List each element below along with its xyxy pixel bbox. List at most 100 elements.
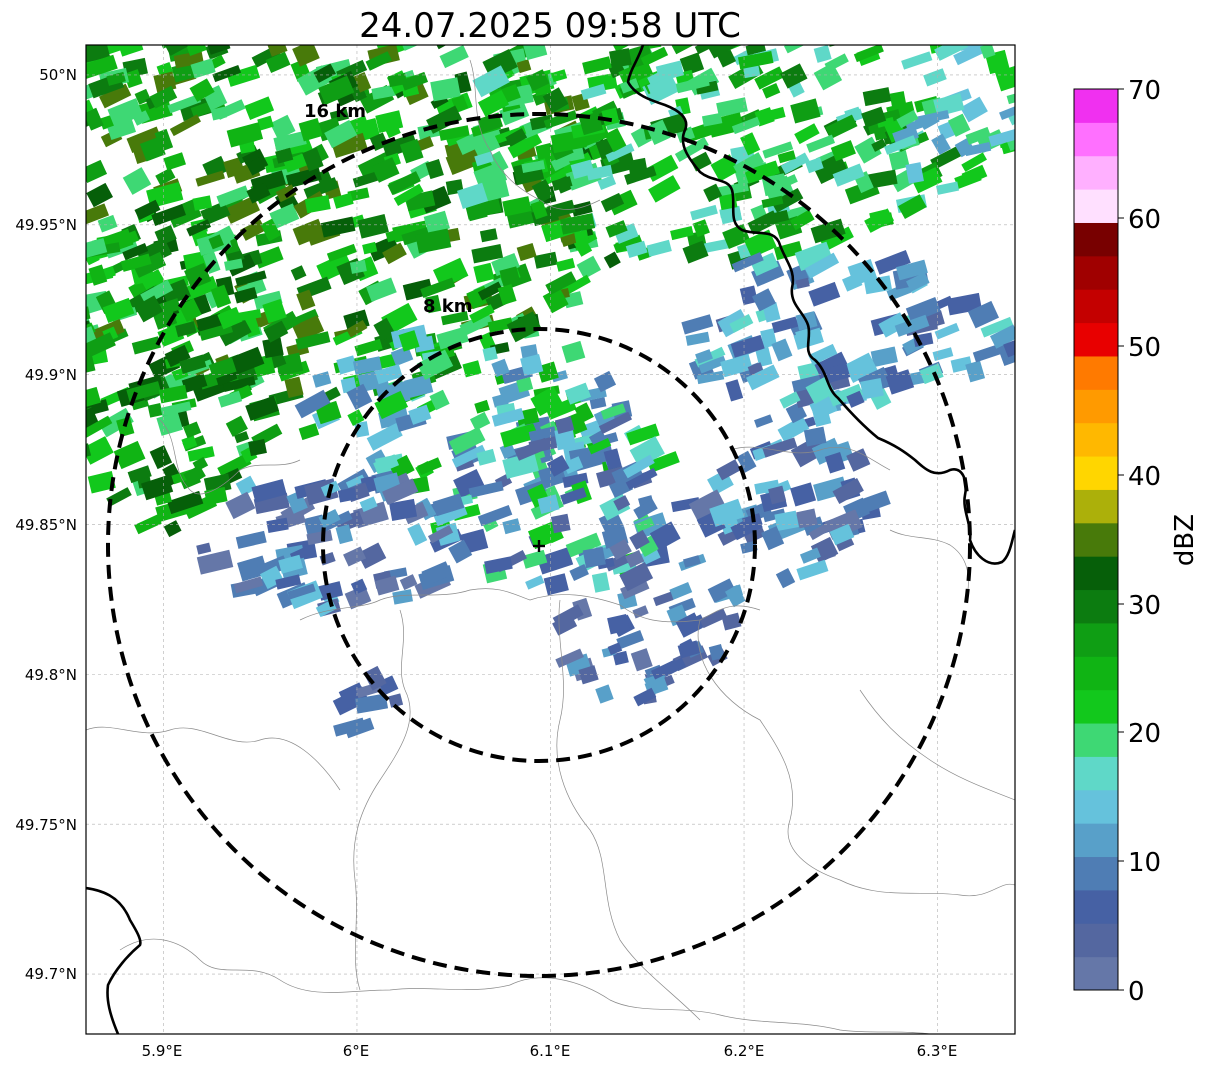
reflectivity-cell bbox=[456, 129, 489, 156]
reflectivity-cell bbox=[647, 451, 680, 473]
reflectivity-cell bbox=[593, 370, 617, 393]
reflectivity-cell bbox=[870, 346, 898, 368]
reflectivity-cell bbox=[210, 2, 233, 22]
reflectivity-cell bbox=[609, 538, 632, 561]
reflectivity-cell bbox=[543, 519, 564, 544]
latitude-tick-labels: 50°N 49.95°N 49.9°N 49.85°N 49.8°N 49.75… bbox=[15, 66, 77, 983]
reflectivity-cell bbox=[196, 549, 234, 575]
reflectivity-cell bbox=[771, 316, 799, 334]
reflectivity-cell bbox=[200, 200, 231, 226]
reflectivity-cell bbox=[994, 62, 1015, 92]
reflectivity-cell bbox=[761, 195, 784, 209]
reflectivity-cell bbox=[187, 446, 215, 462]
reflectivity-cell bbox=[499, 266, 521, 289]
reflectivity-cell bbox=[634, 517, 655, 533]
reflectivity-cell bbox=[53, 136, 81, 160]
reflectivity-cell bbox=[477, 504, 513, 527]
map-title: 24.07.2025 09:58 UTC bbox=[359, 6, 741, 46]
reflectivity-cell bbox=[352, 356, 383, 375]
reflectivity-cell bbox=[350, 578, 368, 595]
reflectivity-cell bbox=[542, 87, 569, 114]
reflectivity-cell bbox=[388, 693, 404, 708]
reflectivity-cell bbox=[210, 284, 232, 309]
colorbar-swatch bbox=[1074, 155, 1118, 190]
reflectivity-cell bbox=[226, 64, 261, 87]
reflectivity-cell bbox=[15, 280, 47, 303]
reflectivity-cell bbox=[484, 556, 513, 574]
reflectivity-cell bbox=[861, 106, 887, 128]
reflectivity-cell bbox=[808, 281, 841, 307]
reflectivity-cell bbox=[302, 147, 324, 172]
reflectivity-cell bbox=[813, 45, 832, 63]
reflectivity-cell bbox=[704, 45, 741, 59]
reflectivity-cell bbox=[605, 143, 635, 163]
reflectivity-cell bbox=[421, 561, 452, 586]
reflectivity-cell bbox=[473, 135, 501, 158]
reflectivity-cell bbox=[113, 440, 146, 470]
reflectivity-cell bbox=[353, 72, 372, 93]
reflectivity-cell bbox=[263, 17, 294, 36]
reflectivity-cell bbox=[357, 542, 387, 569]
lon-tick-label: 6.2°E bbox=[724, 1042, 765, 1060]
reflectivity-cell bbox=[638, 546, 661, 566]
reflectivity-cell bbox=[790, 482, 817, 507]
colorbar-swatch bbox=[1074, 289, 1118, 324]
reflectivity-cell bbox=[140, 269, 165, 290]
reflectivity-cell bbox=[304, 195, 331, 214]
reflectivity-cell bbox=[107, 119, 137, 141]
reflectivity-cell bbox=[183, 421, 202, 439]
reflectivity-cell bbox=[86, 386, 102, 409]
reflectivity-cell bbox=[407, 523, 428, 546]
reflectivity-cell bbox=[161, 45, 188, 56]
colorbar-swatch bbox=[1074, 856, 1118, 891]
reflectivity-cell bbox=[175, 321, 197, 338]
lat-tick-label: 49.95°N bbox=[15, 216, 77, 234]
reflectivity-cell bbox=[393, 183, 424, 207]
reflectivity-cell bbox=[597, 175, 617, 191]
reflectivity-cell bbox=[86, 237, 108, 260]
reflectivity-cell bbox=[86, 182, 114, 208]
reflectivity-cell bbox=[0, 207, 2, 232]
reflectivity-cell bbox=[502, 518, 521, 535]
reflectivity-cell bbox=[625, 549, 645, 568]
reflectivity-cell bbox=[451, 444, 487, 468]
reflectivity-cell bbox=[365, 51, 392, 71]
reflectivity-cell bbox=[445, 145, 483, 175]
reflectivity-cell bbox=[363, 665, 387, 691]
reflectivity-cell bbox=[477, 90, 510, 117]
reflectivity-cell bbox=[225, 491, 256, 520]
reflectivity-cell bbox=[754, 66, 785, 90]
reflectivity-cell bbox=[476, 448, 497, 466]
reflectivity-cell bbox=[457, 182, 489, 210]
reflectivity-cell bbox=[423, 210, 450, 235]
reflectivity-cell bbox=[453, 469, 485, 498]
reflectivity-cell bbox=[120, 253, 152, 272]
reflectivity-cell bbox=[213, 45, 236, 46]
reflectivity-cell bbox=[625, 240, 648, 259]
reflectivity-cell bbox=[609, 48, 632, 69]
reflectivity-cell bbox=[618, 59, 654, 87]
reflectivity-cell bbox=[889, 91, 907, 110]
reflectivity-cell bbox=[682, 555, 701, 568]
reflectivity-cell bbox=[31, 152, 55, 172]
reflectivity-cell bbox=[587, 437, 612, 455]
reflectivity-cell bbox=[275, 574, 302, 590]
reflectivity-cell bbox=[559, 213, 596, 235]
reflectivity-cell bbox=[343, 546, 367, 567]
longitude-tick-labels: 5.9°E 6°E 6.1°E 6.2°E 6.3°E bbox=[142, 1042, 958, 1060]
national-borders bbox=[86, 45, 1015, 1034]
reflectivity-cell bbox=[216, 185, 250, 208]
reflectivity-cell bbox=[828, 383, 864, 407]
reflectivity-cell bbox=[613, 234, 643, 254]
reflectivity-cell bbox=[832, 478, 864, 504]
reflectivity-cell bbox=[930, 146, 962, 170]
colorbar-swatch bbox=[1074, 723, 1118, 757]
reflectivity-cell bbox=[169, 114, 201, 137]
reflectivity-cell bbox=[425, 159, 444, 180]
lon-tick-label: 6.3°E bbox=[917, 1042, 958, 1060]
reflectivity-cell bbox=[260, 218, 281, 242]
reflectivity-cell bbox=[235, 530, 267, 549]
reflectivity-cell bbox=[795, 277, 810, 289]
reflectivity-cell bbox=[825, 114, 858, 140]
reflectivity-cell bbox=[820, 226, 854, 252]
